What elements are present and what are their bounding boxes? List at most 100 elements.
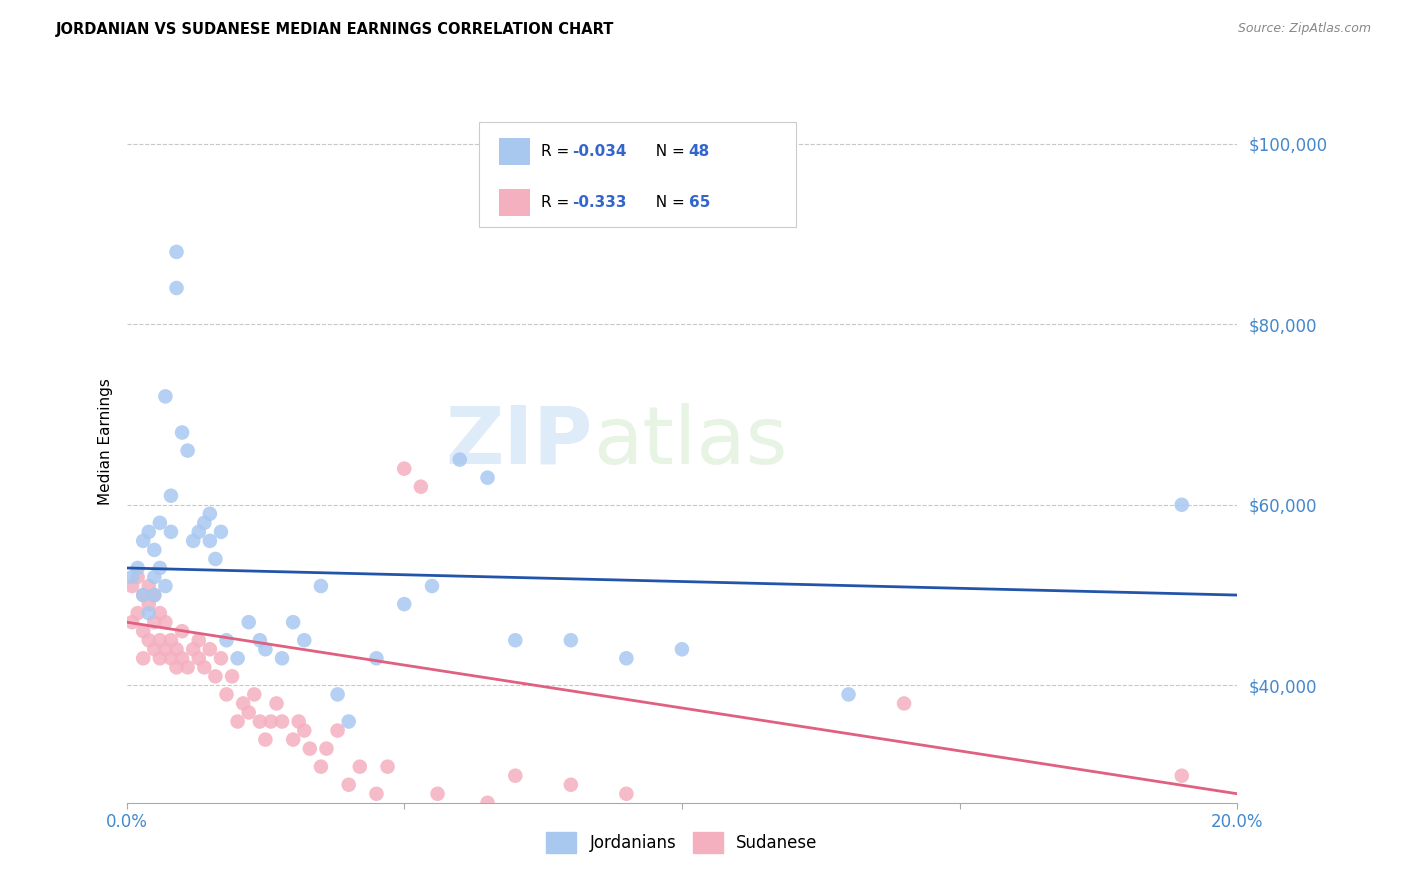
Point (366, 651, 388, 665)
Legend: Jordanians, Sudanese: Jordanians, Sudanese (540, 826, 824, 860)
Point (132, 624, 155, 639)
Point (121, 570, 143, 584)
Point (221, 669, 243, 683)
Point (155, 642, 177, 657)
Text: -0.034: -0.034 (572, 144, 627, 159)
Point (281, 615, 304, 630)
Point (143, 542, 166, 557)
Point (143, 570, 166, 584)
Point (160, 651, 183, 665)
Point (193, 660, 215, 674)
Point (166, 244, 188, 259)
Point (155, 615, 177, 630)
Point (215, 687, 238, 701)
Point (260, 714, 283, 729)
Point (121, 579, 143, 593)
Point (243, 687, 266, 701)
Text: Source: ZipAtlas.com: Source: ZipAtlas.com (1237, 22, 1371, 36)
Point (614, 787, 637, 801)
Point (187, 524, 209, 539)
Point (149, 606, 172, 620)
Point (160, 489, 183, 503)
Point (149, 516, 172, 530)
Point (394, 597, 416, 611)
Point (181, 533, 204, 548)
Point (166, 642, 188, 657)
Text: JORDANIAN VS SUDANESE MEDIAN EARNINGS CORRELATION CHART: JORDANIAN VS SUDANESE MEDIAN EARNINGS CO… (56, 22, 614, 37)
Point (127, 561, 149, 575)
Point (271, 714, 294, 729)
Point (138, 524, 160, 539)
Point (160, 633, 183, 648)
Point (671, 805, 693, 819)
Point (309, 760, 332, 774)
Point (315, 741, 337, 756)
Text: 48: 48 (689, 144, 710, 159)
Point (1170, 769, 1192, 783)
Point (292, 723, 315, 738)
Point (121, 615, 143, 630)
Point (449, 805, 471, 819)
Point (271, 651, 294, 665)
Point (138, 606, 160, 620)
Point (172, 425, 194, 440)
Point (477, 470, 499, 484)
Point (893, 697, 915, 711)
Point (149, 651, 172, 665)
Point (349, 760, 371, 774)
Point (560, 778, 582, 792)
Point (132, 533, 155, 548)
Point (132, 588, 155, 602)
Point (614, 651, 637, 665)
Point (266, 697, 288, 711)
Point (292, 633, 315, 648)
Text: -0.333: -0.333 (572, 195, 627, 210)
Point (138, 633, 160, 648)
Point (155, 389, 177, 403)
Point (172, 651, 194, 665)
Point (326, 723, 349, 738)
Point (143, 615, 166, 630)
Point (287, 714, 309, 729)
Point (477, 796, 499, 810)
Point (337, 714, 360, 729)
Point (193, 516, 215, 530)
Point (209, 651, 232, 665)
Point (326, 687, 349, 701)
Text: ZIP: ZIP (446, 402, 593, 481)
Point (560, 633, 582, 648)
Point (249, 714, 271, 729)
Point (337, 778, 360, 792)
Point (204, 669, 226, 683)
Text: R =: R = (541, 195, 574, 210)
Point (132, 588, 155, 602)
Point (671, 642, 693, 657)
Point (503, 633, 526, 648)
Point (127, 570, 149, 584)
Text: N =: N = (647, 144, 690, 159)
Point (232, 697, 254, 711)
Text: atlas: atlas (593, 402, 787, 481)
Point (198, 642, 221, 657)
Text: N =: N = (647, 195, 690, 210)
Point (226, 651, 249, 665)
Point (420, 579, 443, 593)
Point (838, 687, 860, 701)
Point (166, 660, 188, 674)
Point (366, 787, 388, 801)
Point (394, 461, 416, 475)
Point (238, 615, 260, 630)
Point (209, 524, 232, 539)
Point (249, 633, 271, 648)
Point (426, 787, 449, 801)
Point (254, 732, 277, 747)
Point (298, 741, 321, 756)
Point (143, 642, 166, 657)
Point (204, 552, 226, 566)
Point (166, 281, 188, 295)
Point (149, 561, 172, 575)
Point (155, 579, 177, 593)
Point (226, 714, 249, 729)
Point (176, 660, 198, 674)
Point (172, 624, 194, 639)
